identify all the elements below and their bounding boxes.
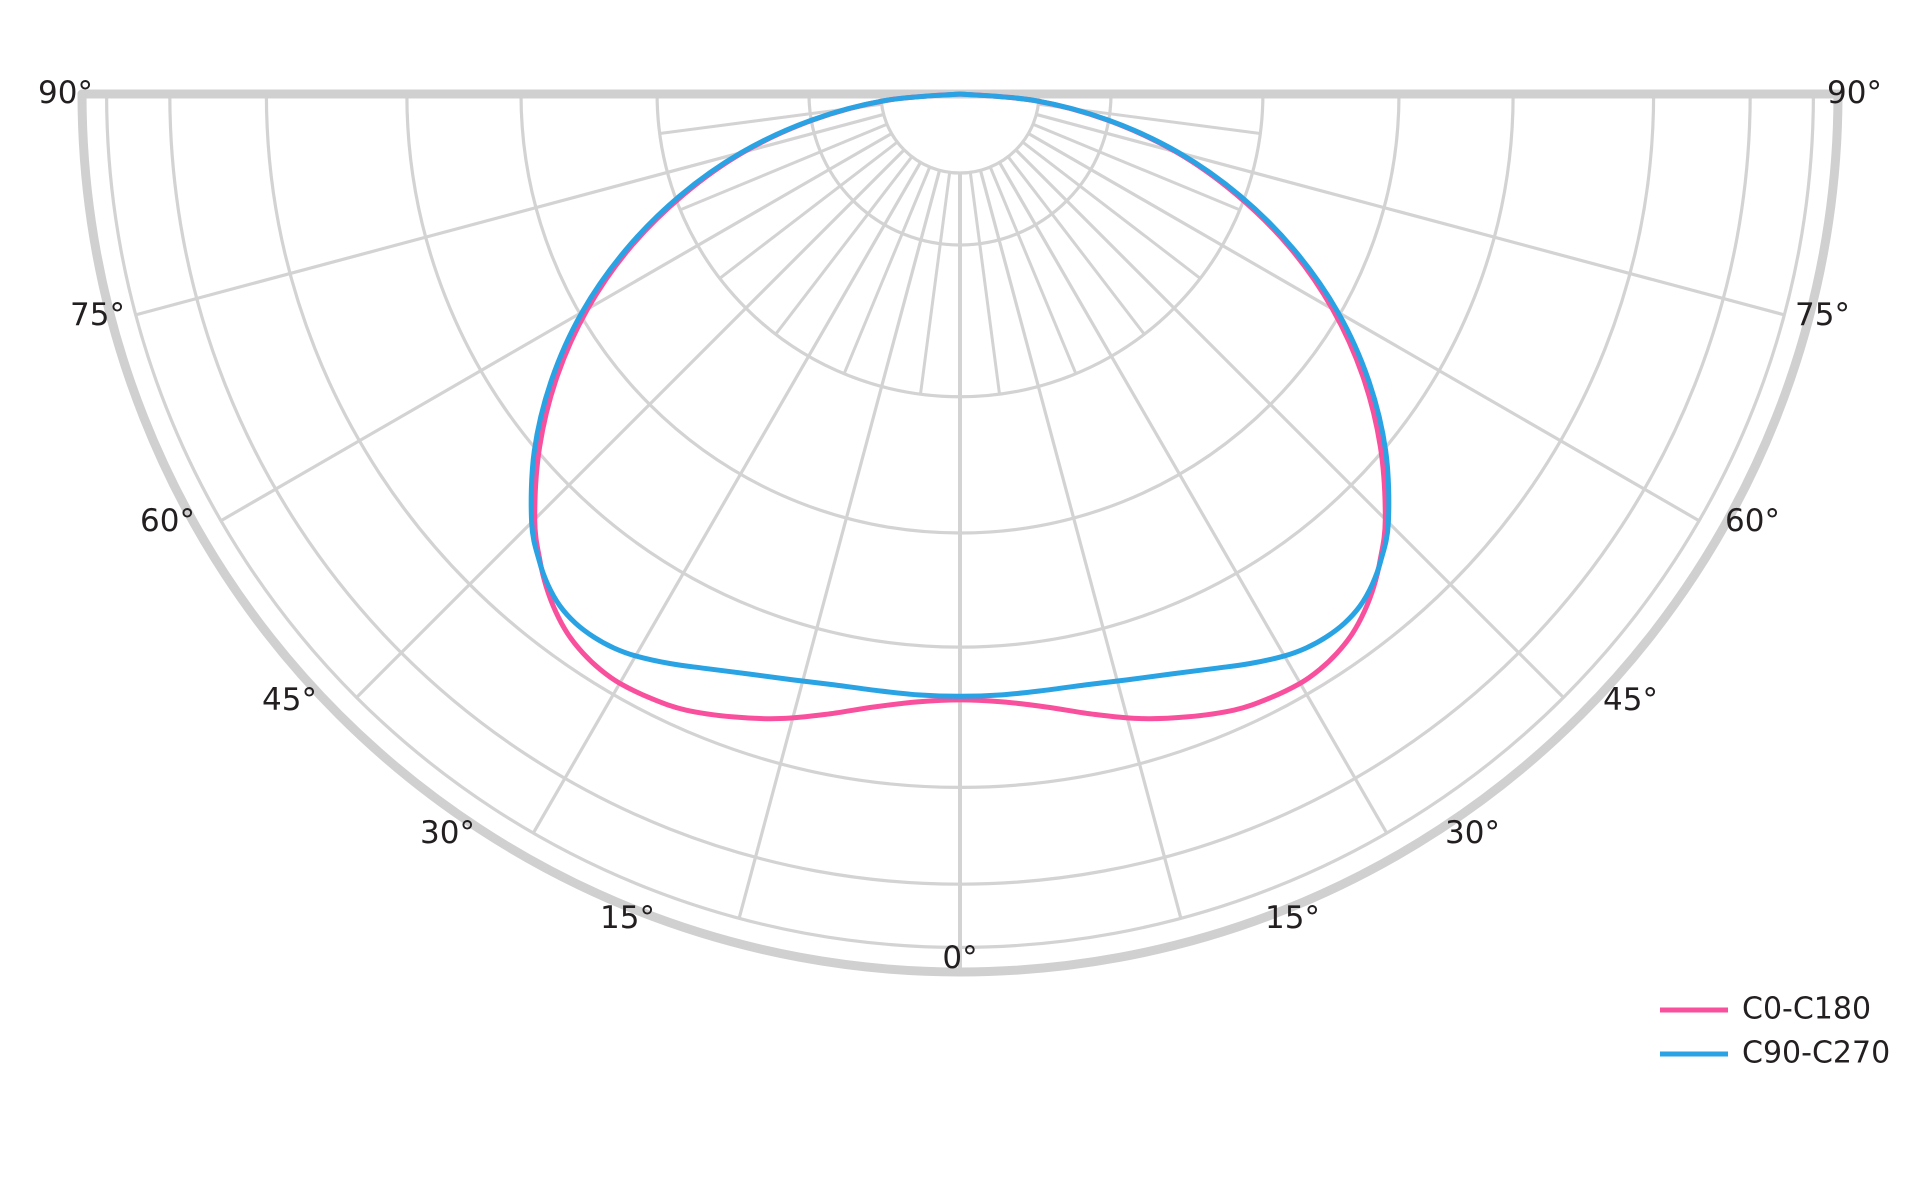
series-curve-c0-c180 [532, 91, 1388, 722]
grid-spoke-major [978, 169, 1183, 919]
angle-label-left-5: 15° [600, 900, 655, 936]
grid-spoke-major [737, 169, 942, 919]
grid-spoke-minor [1006, 155, 1146, 336]
grid-spoke-minor [1021, 140, 1202, 280]
angle-label-left-0: 90° [38, 75, 93, 111]
angle-label-right-1: 75° [1795, 297, 1850, 333]
angle-label-right-3: 45° [1603, 682, 1658, 718]
angle-label-right-5: 15° [1265, 900, 1320, 936]
grid-spoke-minor [718, 140, 899, 280]
grid-spoke-minor [968, 172, 1002, 395]
angle-label-left-1: 75° [70, 297, 125, 333]
legend[interactable]: C0-C180 C90-C270 [1660, 992, 1890, 1071]
grid-layer [104, 92, 1816, 977]
angle-label-right-4: 30° [1445, 815, 1500, 851]
grid-spoke-major [135, 112, 885, 317]
grid-spoke-major [1014, 148, 1565, 699]
grid-spoke-minor [842, 166, 932, 375]
grid-spoke-major [998, 161, 1389, 834]
grid-spoke-minor [774, 155, 914, 336]
series-layer [528, 91, 1392, 722]
grid-spoke-minor [1032, 122, 1241, 212]
angle-label-center: 0° [942, 940, 977, 976]
axis-labels-layer: 90° 75° 60° 45° 30° 15° 90° 75° 60° 45° 30° 15° 0° [38, 75, 1882, 976]
grid-spoke-major [355, 148, 906, 699]
angle-label-left-4: 30° [420, 815, 475, 851]
grid-spoke-major [1035, 112, 1785, 317]
legend-label-0[interactable]: C0-C180 [1742, 992, 1871, 1027]
grid-spoke-major [220, 132, 893, 523]
angle-label-left-2: 60° [140, 503, 195, 539]
grid-spoke-minor [679, 122, 888, 212]
grid-spoke-minor [918, 172, 952, 395]
outer-arc [77, 89, 1843, 977]
series-curve-c90-c270 [528, 91, 1392, 699]
angle-label-right-0: 90° [1827, 75, 1882, 111]
grid-ring-inner [879, 93, 1041, 175]
angle-label-left-3: 45° [262, 682, 317, 718]
grid-spoke-major [531, 161, 922, 834]
angle-label-right-2: 60° [1725, 503, 1780, 539]
legend-label-1[interactable]: C90-C270 [1742, 1036, 1890, 1071]
grid-spoke-minor [988, 166, 1078, 375]
grid-spoke-major [1027, 132, 1700, 523]
